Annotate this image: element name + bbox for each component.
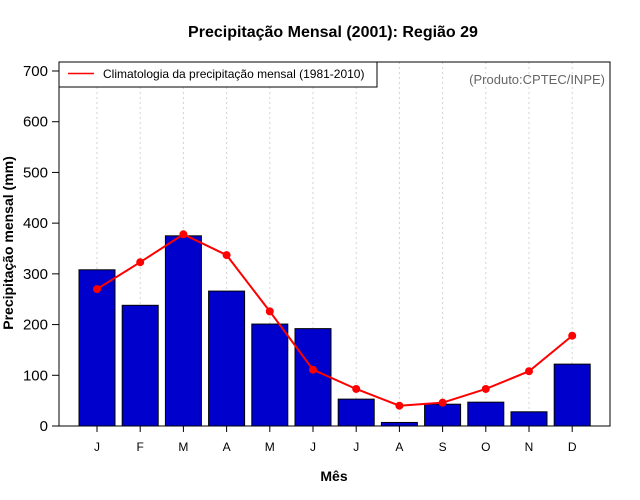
- chart-title: Precipitação Mensal (2001): Região 29: [188, 24, 478, 41]
- climatology-point: [525, 367, 533, 376]
- x-tick-label: N: [525, 440, 534, 454]
- y-tick-label: 200: [23, 317, 48, 334]
- x-tick-label: S: [439, 440, 447, 454]
- bar: [121, 304, 159, 427]
- x-tick-label: M: [178, 440, 188, 454]
- x-tick-label: F: [137, 440, 144, 454]
- bar: [78, 269, 116, 427]
- climatology-point: [136, 258, 145, 267]
- x-tick-label: J: [310, 440, 316, 454]
- y-tick-label: 100: [23, 367, 48, 384]
- climatology-point: [568, 331, 577, 340]
- x-tick-label: J: [353, 440, 359, 454]
- y-tick-label: 400: [23, 215, 48, 232]
- bar: [337, 398, 375, 427]
- climatology-line-series: [93, 230, 577, 410]
- y-tick-label: 600: [23, 114, 48, 131]
- bar: [553, 363, 591, 427]
- legend-box: [58, 61, 378, 88]
- bar: [208, 290, 246, 427]
- x-tick-label: O: [481, 440, 490, 454]
- y-tick-label: 300: [23, 266, 48, 283]
- x-tick-label: M: [265, 440, 275, 454]
- climatology-line: [96, 233, 573, 407]
- y-tick-label: 500: [23, 164, 48, 181]
- x-tick-label: J: [94, 440, 100, 454]
- bar: [510, 411, 548, 427]
- climatology-point: [352, 384, 361, 393]
- climatology-point: [309, 365, 317, 374]
- grid-lines: [96, 62, 573, 426]
- legend: Climatologia da precipitação mensal (198…: [58, 61, 378, 88]
- y-tick-label: 700: [23, 63, 48, 80]
- x-axis-title: Mês: [320, 468, 347, 484]
- climatology-point: [93, 285, 101, 294]
- y-axis: 0 100 200 300 400 500 600 700: [23, 63, 59, 435]
- bar: [467, 401, 505, 427]
- x-tick-label: D: [568, 440, 577, 454]
- bar: [424, 403, 462, 427]
- climatology-point: [179, 230, 188, 239]
- climatology-point: [438, 398, 447, 407]
- x-tick-label: A: [395, 440, 403, 454]
- credit-annotation: (Produto:CPTEC/INPE): [469, 72, 605, 87]
- y-tick-label: 0: [40, 418, 48, 435]
- climatology-point: [222, 251, 231, 260]
- bar: [164, 235, 202, 427]
- climatology-point: [395, 401, 404, 410]
- legend-label: Climatologia da precipitação mensal (198…: [103, 67, 364, 81]
- climatology-point: [481, 384, 490, 393]
- bar: [380, 421, 418, 427]
- bar-series: [78, 235, 591, 427]
- y-axis-title: Precipitação mensal (mm): [0, 156, 16, 330]
- x-tick-label: A: [223, 440, 231, 454]
- climatology-point: [265, 307, 274, 316]
- bar: [251, 323, 289, 427]
- bar: [294, 328, 332, 427]
